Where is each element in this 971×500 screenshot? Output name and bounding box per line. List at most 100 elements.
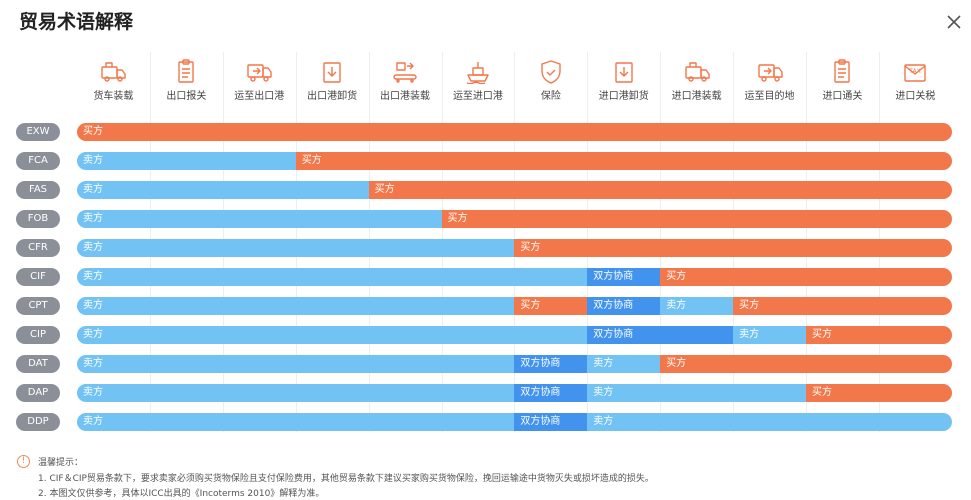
truck-icon — [229, 58, 289, 84]
clipboard-icon — [812, 58, 872, 84]
shield-icon — [521, 58, 581, 84]
segment-buyer: 买方 — [514, 239, 952, 257]
term-bar-exw: 买方 — [77, 123, 952, 141]
tips-heading: 温馨提示： — [38, 458, 84, 468]
stage-1: 货车装载 — [83, 58, 143, 102]
truck-icon — [740, 58, 800, 84]
segment-label: 双方协商 — [593, 271, 634, 282]
term-label-cpt: CPT — [16, 297, 60, 315]
segment-label: 卖方 — [83, 184, 103, 195]
segment-label: 卖方 — [83, 155, 103, 166]
segment-seller: 卖方 — [660, 297, 734, 315]
segment-label: 双方协商 — [593, 300, 634, 311]
term-bar-fca: 卖方 买方 — [77, 152, 952, 170]
segment-label: 卖方 — [83, 242, 103, 253]
segment-negotiate: 双方协商 — [514, 355, 588, 373]
term-bar-cif: 卖方 双方协商 买方 — [77, 268, 952, 286]
segment-negotiate: 双方协商 — [514, 384, 588, 402]
segment-seller: 卖方 — [77, 210, 442, 228]
segment-buyer: 买方 — [733, 297, 952, 315]
term-bar-fob: 卖方 买方 — [77, 210, 952, 228]
segment-label: 卖方 — [593, 416, 614, 427]
segment-label: 卖方 — [666, 300, 687, 311]
segment-label: 双方协商 — [520, 358, 561, 369]
stage-label: 货车装载 — [93, 91, 134, 102]
segment-seller: 卖方 — [77, 297, 515, 315]
term-bar-dat: 卖方 双方协商 卖方 买方 — [77, 355, 952, 373]
segment-seller: 卖方 — [77, 355, 515, 373]
term-bar-dap: 卖方 双方协商 卖方 买方 — [77, 384, 952, 402]
stage-12: TAX 进口关税 — [885, 58, 945, 102]
term-label-dat: DAT — [16, 355, 60, 373]
stage-5: 出口港装载 — [375, 58, 435, 102]
term-label-exw: EXW — [16, 123, 60, 141]
segment-buyer: 买方 — [806, 326, 952, 344]
segment-label: 买方 — [447, 213, 468, 224]
term-bar-cfr: 卖方 买方 — [77, 239, 952, 257]
close-icon[interactable] — [944, 12, 964, 32]
segment-label: 卖方 — [83, 271, 103, 282]
term-bar-ddp: 卖方 双方协商 卖方 — [77, 413, 952, 431]
stage-label: 进口港卸货 — [598, 91, 649, 102]
segment-seller: 卖方 — [77, 268, 588, 286]
tax-icon: TAX — [885, 58, 945, 84]
segment-buyer: 买方 — [660, 355, 952, 373]
segment-seller: 卖方 — [587, 355, 661, 373]
segment-seller: 卖方 — [733, 326, 806, 344]
stage-7: 保险 — [521, 58, 581, 102]
segment-label: 买方 — [739, 300, 760, 311]
segment-negotiate: 双方协商 — [587, 268, 661, 286]
info-icon: ! — [17, 455, 30, 468]
segment-label: 双方协商 — [593, 329, 634, 340]
segment-buyer: 买方 — [660, 268, 952, 286]
stage-label: 进口关税 — [895, 91, 936, 102]
segment-label: 买方 — [666, 271, 687, 282]
segment-buyer: 买方 — [514, 297, 588, 315]
svg-text:TAX: TAX — [909, 68, 921, 75]
segment-seller: 卖方 — [77, 326, 588, 344]
segment-label: 双方协商 — [520, 416, 561, 427]
unload-icon — [302, 58, 362, 84]
segment-label: 双方协商 — [520, 387, 561, 398]
segment-label: 买方 — [666, 358, 687, 369]
clipboard-icon — [156, 58, 216, 84]
segment-label: 买方 — [301, 155, 322, 166]
segment-label: 买方 — [812, 387, 832, 398]
segment-label: 卖方 — [593, 387, 614, 398]
segment-buyer: 买方 — [368, 181, 952, 199]
stage-2: 出口报关 — [156, 58, 216, 102]
term-label-fob: FOB — [16, 210, 60, 228]
truck-loading-icon — [83, 58, 143, 84]
segment-seller: 卖方 — [77, 384, 515, 402]
stage-label: 运至目的地 — [744, 91, 795, 102]
term-bar-cpt: 卖方 买方 双方协商 卖方 买方 — [77, 297, 952, 315]
truck-loading-icon — [667, 58, 727, 84]
segment-seller: 卖方 — [77, 413, 515, 431]
term-label-fca: FCA — [16, 152, 60, 170]
stage-3: 运至出口港 — [229, 58, 289, 102]
stage-8: 进口港卸货 — [594, 58, 654, 102]
stage-label: 出口港卸货 — [307, 91, 358, 102]
stage-label: 进口港装载 — [671, 91, 722, 102]
stage-label: 保险 — [540, 91, 561, 102]
stage-4: 出口港卸货 — [302, 58, 362, 102]
conveyor-icon — [375, 58, 435, 84]
segment-buyer: 买方 — [77, 123, 952, 141]
tip-line-2: 2. 本图文仅供参考，具体以ICC出具的《Incoterms 2010》解释为准… — [38, 489, 325, 499]
stage-label: 出口港装载 — [380, 91, 431, 102]
segment-negotiate: 双方协商 — [514, 413, 588, 431]
segment-negotiate: 双方协商 — [587, 297, 661, 315]
segment-label: 卖方 — [83, 387, 103, 398]
segment-label: 卖方 — [83, 416, 103, 427]
stage-6: 运至进口港 — [448, 58, 508, 102]
segment-buyer: 买方 — [295, 152, 952, 170]
stage-label: 运至出口港 — [234, 91, 285, 102]
term-label-cif: CIF — [16, 268, 60, 286]
stage-10: 运至目的地 — [740, 58, 800, 102]
stage-11: 进口通关 — [812, 58, 872, 102]
term-bar-cip: 卖方 双方协商 卖方 买方 — [77, 326, 952, 344]
segment-label: 卖方 — [83, 213, 103, 224]
segment-seller: 卖方 — [587, 413, 952, 431]
segment-label: 买方 — [83, 126, 103, 137]
stage-label: 出口报关 — [166, 91, 207, 102]
